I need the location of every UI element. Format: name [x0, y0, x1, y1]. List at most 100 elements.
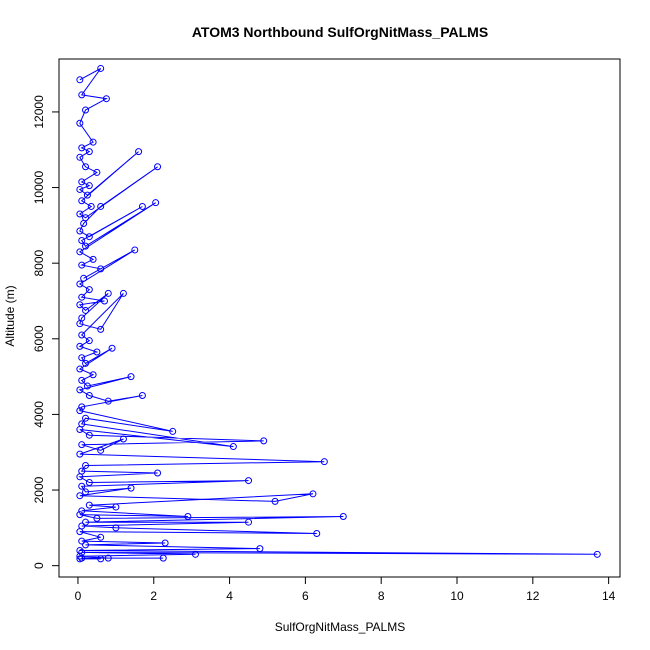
data-point [127, 484, 135, 492]
data-point [112, 524, 120, 532]
data-point [85, 148, 93, 156]
data-point [78, 293, 86, 301]
data-point [78, 331, 86, 339]
data-point [76, 511, 84, 519]
y-axis: 0 2000 4000 6000 8000 10000 12000 [32, 95, 59, 569]
data-point [78, 376, 86, 384]
data-point [76, 301, 84, 309]
data-point [82, 488, 90, 496]
data-point [85, 233, 93, 241]
data-point [76, 426, 84, 434]
plot-area [76, 64, 601, 563]
data-point [191, 550, 199, 558]
y-tick-label: 0 [32, 562, 46, 569]
data-point [78, 236, 86, 244]
data-point [82, 242, 90, 250]
data-point [76, 555, 84, 563]
data-point [82, 106, 90, 114]
data-point [97, 533, 105, 541]
x-axis: 0 2 4 6 8 10 12 14 [75, 577, 616, 603]
data-point [78, 482, 86, 490]
data-point [76, 153, 84, 161]
x-tick-label: 6 [302, 589, 309, 603]
data-point [138, 202, 146, 210]
data-point [313, 530, 321, 538]
x-tick-label: 14 [602, 589, 616, 603]
y-axis-label: Altitude (m) [3, 285, 17, 346]
data-point [76, 280, 84, 288]
data-point [82, 461, 90, 469]
data-point [78, 441, 86, 449]
data-point [97, 202, 105, 210]
data-point [97, 446, 105, 454]
data-point [102, 95, 110, 103]
data-point [83, 382, 91, 390]
data-point [169, 427, 177, 435]
data-point [76, 76, 84, 84]
data-point [131, 246, 139, 254]
data-point [78, 178, 86, 186]
data-point [97, 325, 105, 333]
data-point [76, 528, 84, 536]
data-point [89, 255, 97, 263]
data-point [83, 191, 91, 199]
data-point [104, 397, 112, 405]
data-point [76, 210, 84, 218]
data-point [104, 554, 112, 562]
y-tick-label: 8000 [32, 250, 46, 277]
data-point [229, 443, 237, 451]
data-point [76, 552, 84, 560]
data-point [78, 197, 86, 205]
data-point [82, 518, 90, 526]
data-point [76, 227, 84, 235]
data-point [89, 138, 97, 146]
data-point [85, 337, 93, 345]
data-point [256, 545, 264, 553]
data-point [78, 261, 86, 269]
data-point [138, 392, 146, 400]
data-point [97, 64, 105, 72]
data-point [76, 450, 84, 458]
data-point [119, 435, 127, 443]
data-point [320, 458, 328, 466]
y-tick-label: 10000 [32, 171, 46, 205]
data-point [97, 265, 105, 273]
data-point [78, 537, 86, 545]
x-tick-label: 12 [526, 589, 540, 603]
chart-title: ATOM3 Northbound SulfOrgNitMass_PALMS [192, 24, 488, 40]
data-point [108, 344, 116, 352]
data-point [87, 202, 95, 210]
x-tick-label: 10 [450, 589, 464, 603]
y-tick-label: 6000 [32, 325, 46, 352]
plot-frame [58, 58, 621, 578]
data-point [78, 507, 86, 515]
data-point [80, 274, 88, 282]
data-point [127, 373, 135, 381]
data-point [309, 490, 317, 498]
data-point [97, 555, 105, 563]
data-point [82, 414, 90, 422]
data-point [161, 539, 169, 547]
y-tick-label: 4000 [32, 401, 46, 428]
data-point [82, 359, 90, 367]
data-point [135, 148, 143, 156]
data-point [89, 371, 97, 379]
x-tick-label: 2 [150, 589, 157, 603]
data-point [82, 163, 90, 171]
data-point [152, 199, 160, 207]
data-point [85, 286, 93, 294]
data-point [78, 354, 86, 362]
y-tick-label: 2000 [32, 476, 46, 503]
data-point [154, 163, 162, 171]
data-point [245, 477, 253, 485]
data-point [78, 403, 86, 411]
series-line [78, 68, 598, 560]
data-point [76, 320, 84, 328]
data-point [85, 478, 93, 486]
data-point [260, 437, 268, 445]
x-tick-label: 8 [378, 589, 385, 603]
data-point [93, 348, 101, 356]
data-point [76, 342, 84, 350]
data-point [85, 392, 93, 400]
data-point [76, 473, 84, 481]
